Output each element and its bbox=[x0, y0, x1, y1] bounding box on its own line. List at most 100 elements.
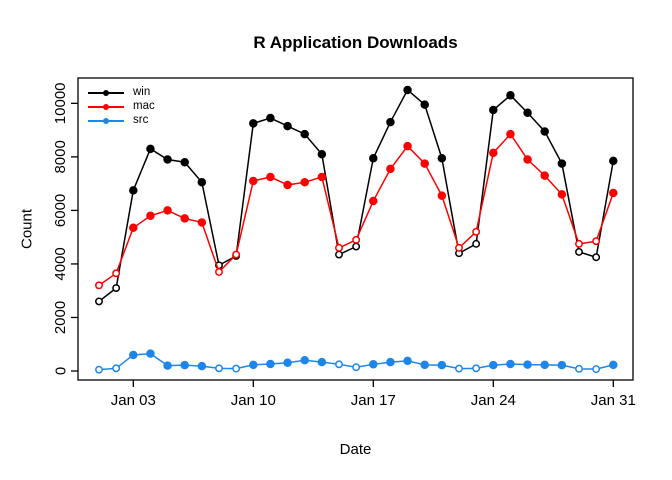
series-src-point bbox=[506, 359, 515, 369]
series-src-point bbox=[455, 364, 463, 373]
series-mac-point bbox=[335, 243, 343, 252]
series-win-point bbox=[129, 186, 138, 195]
y-axis-tick-label: 8000 bbox=[52, 140, 69, 173]
series-mac-point bbox=[420, 159, 429, 168]
series-win-point bbox=[112, 284, 121, 292]
series-src-point bbox=[283, 358, 292, 367]
series-win-point bbox=[523, 108, 532, 117]
mac-marker-icon bbox=[88, 100, 124, 113]
series-win-point bbox=[352, 242, 361, 251]
series-win-point bbox=[472, 239, 481, 248]
plot-box bbox=[77, 77, 634, 381]
x-axis-tick-label: Jan 31 bbox=[591, 392, 636, 409]
series-src-point bbox=[180, 360, 189, 370]
series-src-point bbox=[215, 364, 223, 373]
legend-label-win: win bbox=[133, 86, 151, 98]
y-axis-tick-label: 2000 bbox=[52, 301, 69, 334]
series-src-point bbox=[95, 365, 103, 374]
series-win-point bbox=[489, 105, 498, 115]
series-mac-point bbox=[540, 171, 549, 180]
series-mac-point bbox=[403, 141, 412, 151]
series-mac-point bbox=[523, 155, 532, 164]
series-mac-point bbox=[437, 191, 447, 200]
legend-item-win: win bbox=[88, 86, 155, 99]
y-axis-tick-label: 4000 bbox=[52, 247, 69, 280]
series-win-point bbox=[283, 121, 292, 131]
series-win-point bbox=[317, 149, 327, 159]
series-win-point bbox=[540, 127, 549, 136]
series-mac-point bbox=[232, 250, 241, 259]
x-axis-tick-label: Jan 24 bbox=[471, 392, 516, 409]
series-win-point bbox=[592, 253, 601, 262]
series-src-point bbox=[163, 361, 172, 370]
series-win-point bbox=[300, 129, 309, 139]
series-mac-point bbox=[215, 268, 223, 276]
x-axis-tick-label: Jan 10 bbox=[231, 392, 276, 409]
x-axis-tick-label: Jan 17 bbox=[351, 392, 396, 409]
series-win-point bbox=[386, 117, 395, 127]
series-win-point bbox=[163, 155, 172, 164]
series-mac-line bbox=[98, 132, 614, 286]
series-win-point bbox=[420, 100, 429, 109]
legend-label-src: src bbox=[133, 114, 149, 126]
series-mac-point bbox=[180, 214, 189, 223]
series-src-point bbox=[575, 364, 583, 373]
series-src-point bbox=[335, 360, 343, 369]
series-win-point bbox=[197, 178, 207, 187]
series-win-point bbox=[146, 144, 155, 154]
series-mac-point bbox=[112, 269, 121, 278]
series-src-point bbox=[472, 364, 481, 373]
legend: win mac src bbox=[88, 86, 155, 128]
series-src-point bbox=[420, 360, 429, 370]
series-win-line bbox=[98, 88, 615, 302]
x-axis-label: Date bbox=[339, 441, 372, 458]
y-axis-tick-label: 10000 bbox=[52, 82, 69, 124]
series-src-point bbox=[557, 360, 567, 370]
chart-title: R Application Downloads bbox=[253, 33, 458, 52]
series-src-point bbox=[249, 360, 258, 370]
series-win-point bbox=[575, 247, 583, 256]
series-src-point bbox=[129, 350, 138, 360]
series-win-point bbox=[609, 156, 618, 166]
series-mac-point bbox=[163, 206, 172, 215]
series-win-point bbox=[95, 297, 103, 306]
legend-label-mac: mac bbox=[133, 100, 155, 112]
series-mac-point bbox=[489, 148, 498, 158]
y-axis-label: Count bbox=[18, 208, 36, 250]
series-src-point bbox=[146, 349, 155, 358]
series-src-point bbox=[609, 360, 618, 370]
series-mac-point bbox=[386, 164, 395, 174]
series-mac-point bbox=[283, 180, 292, 190]
series-mac-point bbox=[95, 281, 103, 290]
win-marker-icon bbox=[88, 86, 124, 99]
series-src-point bbox=[197, 361, 207, 371]
series-src-point bbox=[352, 363, 361, 372]
series-src-point bbox=[523, 360, 532, 369]
series-src-point bbox=[300, 356, 309, 365]
series-mac-point bbox=[317, 172, 327, 182]
series-mac-point bbox=[609, 188, 618, 198]
x-axis-tick-label: Jan 03 bbox=[111, 392, 156, 409]
series-mac-point bbox=[557, 190, 567, 199]
series-win-point bbox=[403, 85, 412, 95]
series-mac-point bbox=[129, 223, 138, 233]
series-src-point bbox=[540, 360, 549, 370]
legend-item-mac: mac bbox=[88, 100, 155, 113]
series-mac-point bbox=[506, 129, 515, 139]
series-win-point bbox=[266, 113, 275, 123]
series-win-point bbox=[557, 159, 567, 168]
series-src-point bbox=[489, 360, 498, 370]
series-win-point bbox=[369, 153, 378, 163]
series-mac-point bbox=[592, 237, 601, 246]
series-mac-point bbox=[249, 176, 258, 186]
y-axis-tick-label: 0 bbox=[52, 367, 69, 375]
y-axis-tick-label: 6000 bbox=[52, 194, 69, 227]
series-win-point bbox=[335, 250, 343, 259]
src-marker-icon bbox=[88, 114, 124, 127]
series-src-point bbox=[266, 359, 275, 369]
series-mac-point bbox=[352, 235, 361, 244]
series-mac-point bbox=[197, 218, 207, 227]
series-mac-point bbox=[455, 243, 463, 252]
